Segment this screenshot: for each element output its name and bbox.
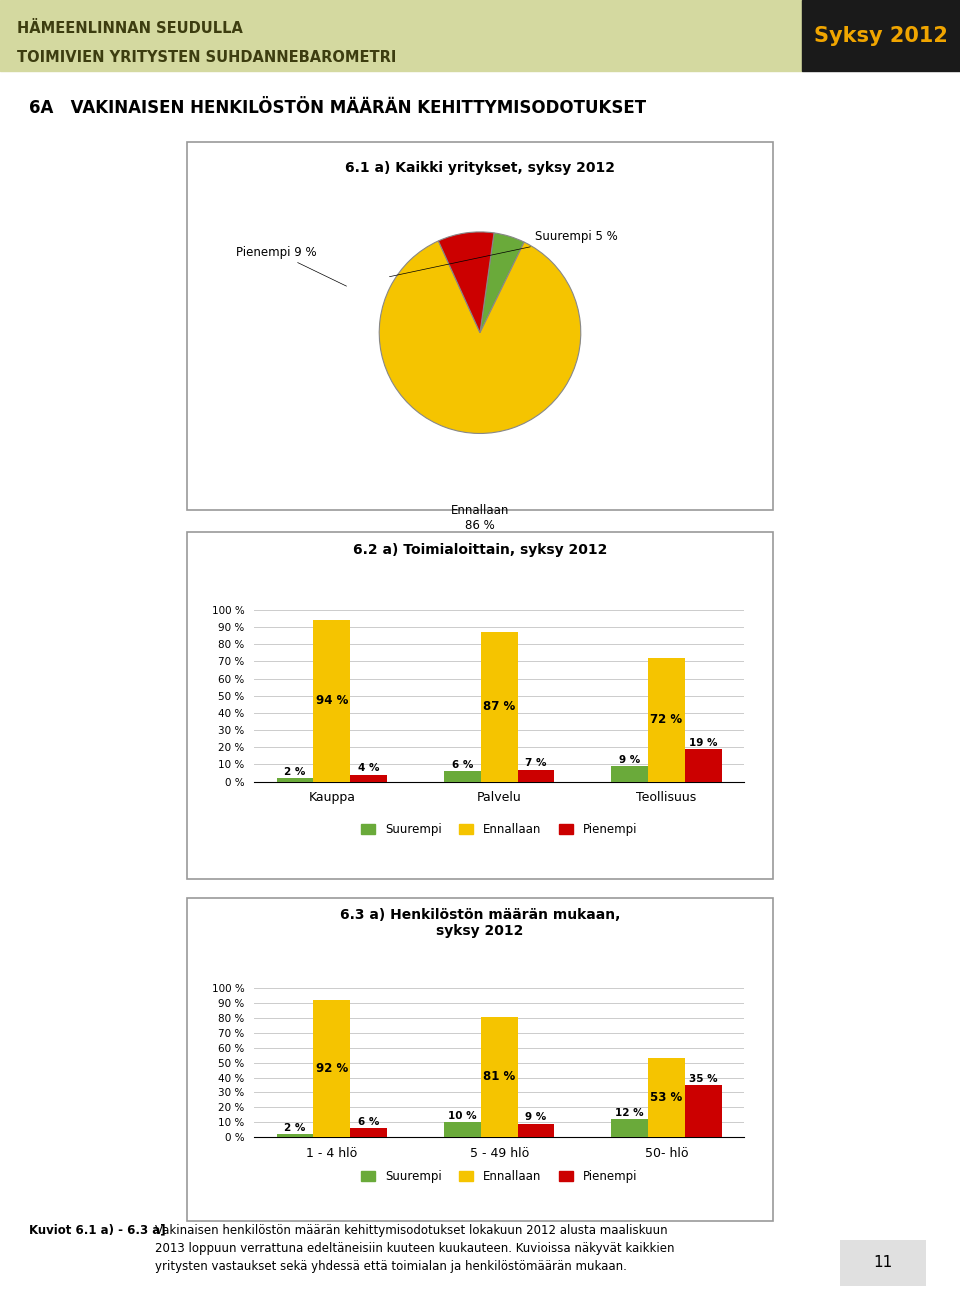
Text: 81 %: 81 %	[483, 1070, 516, 1083]
Wedge shape	[439, 233, 494, 332]
Bar	[481, 1017, 517, 1137]
Text: Pienempi 9 %: Pienempi 9 %	[235, 245, 347, 286]
Text: 92 %: 92 %	[316, 1062, 348, 1075]
Text: 6 %: 6 %	[358, 1116, 379, 1127]
Wedge shape	[480, 233, 524, 332]
Bar	[276, 1134, 314, 1137]
Legend: Suurempi, Ennallaan, Pienempi: Suurempi, Ennallaan, Pienempi	[356, 1165, 642, 1187]
Bar	[612, 766, 648, 782]
Bar	[517, 770, 555, 782]
Text: Vakinaisen henkilöstön määrän kehittymisodotukset lokakuun 2012 alusta maaliskuu: Vakinaisen henkilöstön määrän kehittymis…	[156, 1224, 675, 1273]
Text: Syksy 2012: Syksy 2012	[814, 26, 948, 45]
Text: 4 %: 4 %	[358, 764, 379, 774]
Text: 6.1 a) Kaikki yritykset, syksy 2012: 6.1 a) Kaikki yritykset, syksy 2012	[345, 160, 615, 174]
Bar	[648, 1058, 684, 1137]
Text: Suurempi 5 %: Suurempi 5 %	[390, 230, 618, 276]
Text: 19 %: 19 %	[689, 738, 717, 748]
Text: 9 %: 9 %	[619, 755, 640, 765]
Legend: Suurempi, Ennallaan, Pienempi: Suurempi, Ennallaan, Pienempi	[356, 819, 642, 841]
Text: Kuviot 6.1 a) - 6.3 a]: Kuviot 6.1 a) - 6.3 a]	[29, 1224, 165, 1236]
Bar	[350, 1128, 387, 1137]
Text: 2 %: 2 %	[284, 767, 305, 776]
Text: 53 %: 53 %	[651, 1090, 683, 1105]
Text: 6.2 a) Toimialoittain, syksy 2012: 6.2 a) Toimialoittain, syksy 2012	[353, 543, 607, 557]
Bar	[350, 775, 387, 782]
Bar	[517, 1124, 555, 1137]
Text: 11: 11	[874, 1256, 893, 1270]
Text: HÄMEENLINNAN SEUDULLA: HÄMEENLINNAN SEUDULLA	[17, 21, 243, 36]
Bar	[802, 0, 960, 71]
Text: Ennallaan
86 %: Ennallaan 86 %	[451, 504, 509, 532]
Bar	[648, 658, 684, 782]
Text: 9 %: 9 %	[525, 1112, 546, 1123]
Bar	[684, 749, 722, 782]
Bar	[481, 632, 517, 782]
Text: 72 %: 72 %	[651, 713, 683, 726]
Bar	[684, 1085, 722, 1137]
Text: 12 %: 12 %	[615, 1109, 644, 1118]
Bar	[314, 620, 350, 782]
Text: 2 %: 2 %	[284, 1123, 305, 1133]
Bar	[276, 778, 314, 782]
Bar	[612, 1119, 648, 1137]
Bar	[444, 771, 481, 782]
Text: 35 %: 35 %	[689, 1074, 718, 1084]
Text: 87 %: 87 %	[483, 700, 516, 713]
Text: 94 %: 94 %	[316, 694, 348, 708]
Bar	[0, 0, 802, 71]
Bar	[444, 1121, 481, 1137]
Text: 7 %: 7 %	[525, 758, 547, 769]
Wedge shape	[379, 240, 581, 434]
Text: 6A   VAKINAISEN HENKILÖSTÖN MÄÄRÄN KEHITTYMISODOTUKSET: 6A VAKINAISEN HENKILÖSTÖN MÄÄRÄN KEHITTY…	[29, 99, 646, 116]
Text: TOIMIVIEN YRITYSTEN SUHDANNEBAROMETRI: TOIMIVIEN YRITYSTEN SUHDANNEBAROMETRI	[17, 50, 396, 65]
Text: 6 %: 6 %	[452, 760, 473, 770]
Text: 6.3 a) Henkilöstön määrän mukaan,
syksy 2012: 6.3 a) Henkilöstön määrän mukaan, syksy …	[340, 907, 620, 938]
Bar	[314, 1000, 350, 1137]
Text: 10 %: 10 %	[448, 1111, 477, 1121]
